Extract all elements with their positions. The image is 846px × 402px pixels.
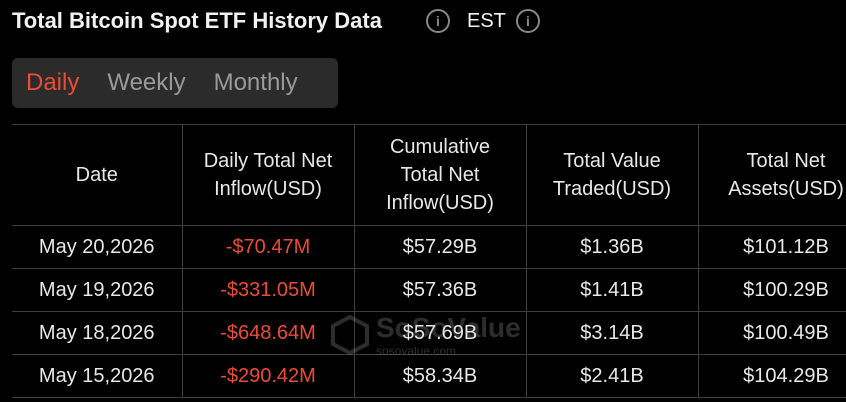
header-line: Total Net xyxy=(400,164,480,186)
header-line: Date xyxy=(75,164,118,186)
table-cell: May 15,2026 xyxy=(12,354,183,398)
timezone: EST xyxy=(467,10,506,32)
header-line: Assets(USD) xyxy=(728,178,844,200)
column-header: Total Net Assets(USD) xyxy=(697,124,846,226)
header-line: Cumulative xyxy=(389,136,491,158)
table-cell: $3.14B xyxy=(525,311,699,355)
table-body: May 20,2026 -$70.47M $57.29B $1.36B $101.12B… xyxy=(12,225,846,398)
header-line: Total Value xyxy=(563,150,661,172)
column-header: Date xyxy=(12,124,183,226)
table-cell: $57.29B xyxy=(353,225,527,269)
table-cell: $1.41B xyxy=(525,268,699,312)
header-line: Daily Total Net xyxy=(203,150,333,172)
page-title: Total Bitcoin Spot ETF History Data xyxy=(12,8,382,33)
tab-bar: Daily Weekly Monthly xyxy=(12,58,338,108)
tab[interactable]: Weekly xyxy=(107,69,186,96)
column-header: Cumulative Total Net Inflow(USD) xyxy=(353,124,527,226)
header-line: Total Net xyxy=(746,150,826,172)
column-header: Total Value Traded(USD) xyxy=(525,124,699,226)
table-cell: $57.69B xyxy=(353,311,527,355)
table-cell: $104.29B xyxy=(697,354,846,398)
table-cell: $58.34B xyxy=(353,354,527,398)
table-cell: -$70.47M xyxy=(181,225,355,269)
tab[interactable]: Monthly xyxy=(213,69,298,96)
header-line: Inflow(USD) xyxy=(386,192,494,214)
table-row: May 15,2026 -$290.42M $58.34B $2.41B $104.29… xyxy=(12,354,846,398)
table-cell: $2.41B xyxy=(525,354,699,398)
header-row: Date Daily Total Net Inflow(USD) Cumulative… xyxy=(12,124,846,226)
info-icon[interactable]: i xyxy=(426,9,450,33)
header-line: Inflow(USD) xyxy=(214,178,322,200)
tab[interactable]: Daily xyxy=(26,69,80,96)
table-row: May 20,2026 -$70.47M $57.29B $1.36B $101.12B xyxy=(12,225,846,269)
column-header: Daily Total Net Inflow(USD) xyxy=(181,124,355,226)
table-cell: -$648.64M xyxy=(181,311,355,355)
table-cell: May 19,2026 xyxy=(12,268,183,312)
data-table: Date Daily Total Net Inflow(USD) Cumulative… xyxy=(12,124,846,398)
table-row: May 18,2026 -$648.64M $57.69B $3.14B $100.49… xyxy=(12,311,846,355)
table-cell: $1.36B xyxy=(525,225,699,269)
table-row: May 19,2026 -$331.05M $57.36B $1.41B $100.29… xyxy=(12,268,846,312)
table-cell: -$290.42M xyxy=(181,354,355,398)
table-cell: May 20,2026 xyxy=(12,225,183,269)
table-cell: $100.49B xyxy=(697,311,846,355)
info-icon[interactable]: i xyxy=(516,9,540,33)
table-cell: $101.12B xyxy=(697,225,846,269)
table-cell: $100.29B xyxy=(697,268,846,312)
table-cell: -$331.05M xyxy=(181,268,355,312)
table-cell: $57.36B xyxy=(353,268,527,312)
header-line: Traded(USD) xyxy=(552,178,672,200)
table-cell: May 18,2026 xyxy=(12,311,183,355)
